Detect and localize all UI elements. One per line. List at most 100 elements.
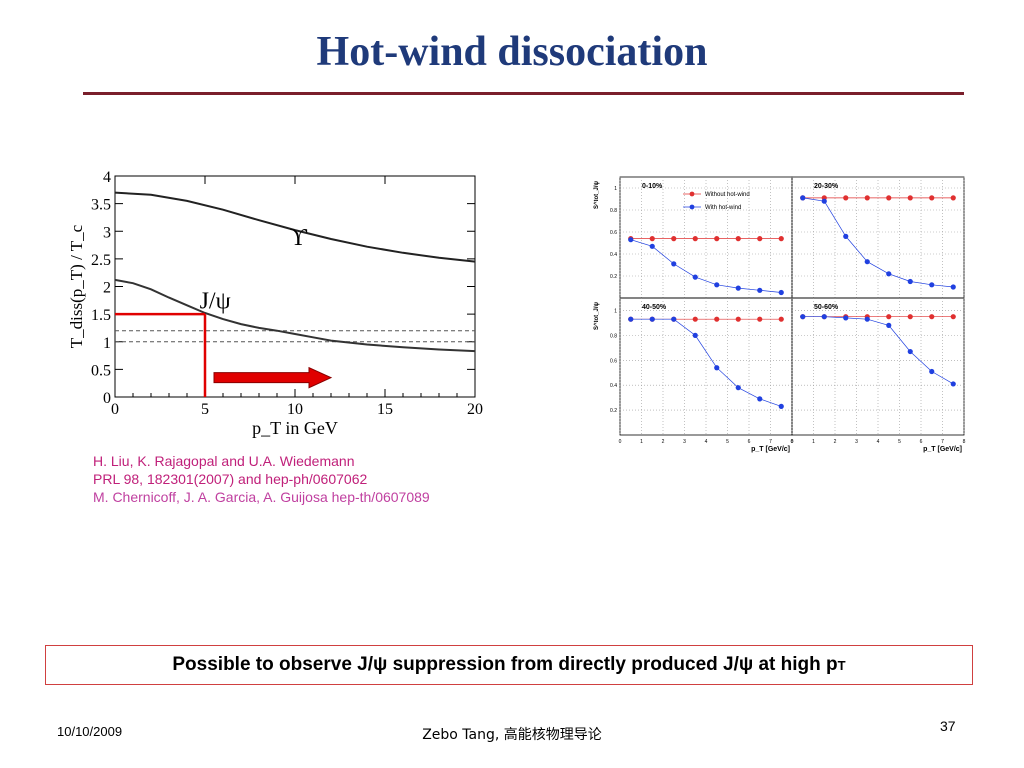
legend-marker	[689, 204, 695, 210]
y-tick-label: 1.5	[91, 307, 111, 324]
data-point-with-hot-wind	[778, 403, 784, 409]
data-point-without-hot-wind	[735, 236, 741, 242]
data-point-with-hot-wind	[649, 316, 655, 322]
data-point-without-hot-wind	[843, 195, 849, 201]
data-point-without-hot-wind	[950, 314, 956, 320]
y-tick-label: 0.6	[610, 230, 617, 236]
legend-marker	[689, 191, 695, 197]
data-point-with-hot-wind	[778, 289, 784, 296]
x-tick-label: 4	[877, 439, 880, 445]
data-point-with-hot-wind	[821, 198, 827, 204]
data-point-without-hot-wind	[907, 195, 913, 201]
x-tick-label: 5	[898, 439, 901, 445]
y-axis-label: S^tot_J/ψ	[594, 181, 600, 210]
data-point-without-hot-wind	[692, 316, 698, 322]
data-point-with-hot-wind	[929, 368, 935, 375]
chart-background	[598, 172, 968, 456]
y-tick-label: 0.2	[610, 274, 617, 280]
data-point-with-hot-wind	[649, 243, 655, 249]
data-point-with-hot-wind	[692, 274, 698, 280]
y-tick-label: 0.8	[610, 208, 617, 214]
data-point-without-hot-wind	[757, 316, 763, 322]
data-point-without-hot-wind	[692, 236, 698, 242]
footer-author: Zebo Tang, 高能核物理导论	[422, 727, 602, 743]
x-tick-label: 3	[855, 439, 858, 445]
legend-label: Without hot-wind	[705, 192, 750, 198]
data-point-with-hot-wind	[843, 233, 849, 239]
data-point-with-hot-wind	[628, 237, 634, 243]
panel-frame	[791, 297, 965, 436]
data-point-with-hot-wind	[929, 282, 935, 288]
data-point-without-hot-wind	[929, 195, 935, 201]
series-line-with-hot-wind	[802, 197, 954, 288]
data-point-without-hot-wind	[843, 314, 849, 320]
data-point-with-hot-wind	[864, 259, 870, 265]
data-point-without-hot-wind	[628, 316, 634, 322]
data-point-without-hot-wind	[800, 314, 806, 320]
conclusion-box: Possible to observe J/ψ suppression from…	[45, 645, 973, 685]
series-line-jpsi	[114, 278, 476, 353]
x-tick-label: 7	[769, 439, 772, 445]
data-point-with-hot-wind	[735, 385, 741, 391]
footer-date: 10/10/2009	[57, 724, 123, 739]
conclusion-subscript: T	[837, 657, 846, 673]
data-point-without-hot-wind	[778, 316, 784, 322]
x-tick-label: 0	[111, 401, 119, 418]
panel-frame	[619, 297, 793, 436]
data-point-without-hot-wind	[864, 314, 870, 320]
y-axis-label: S^tot_J/ψ	[594, 302, 600, 331]
panel-label: 20-30%	[814, 183, 839, 190]
y-tick-label: 0	[103, 390, 111, 407]
data-point-without-hot-wind	[714, 316, 720, 322]
data-point-with-hot-wind	[843, 315, 849, 321]
x-tick-label: 3	[683, 439, 686, 445]
data-point-with-hot-wind	[800, 195, 806, 201]
panel-label: 50-60%	[814, 304, 839, 311]
x-tick-label: 0	[791, 439, 794, 445]
x-tick-label: 7	[941, 439, 944, 445]
data-point-without-hot-wind	[714, 236, 720, 242]
data-point-with-hot-wind	[735, 285, 741, 291]
data-point-with-hot-wind	[907, 278, 913, 285]
panel-label: 0-10%	[642, 183, 663, 190]
data-point-with-hot-wind	[757, 287, 763, 293]
data-point-with-hot-wind	[714, 282, 720, 288]
data-point-without-hot-wind	[950, 195, 956, 201]
x-axis-label: p_T [GeV/c]	[923, 446, 962, 453]
panel-frame	[791, 176, 965, 299]
series-line-with-hot-wind	[802, 316, 954, 385]
data-point-with-hot-wind	[800, 314, 806, 320]
data-point-without-hot-wind	[649, 316, 655, 322]
data-point-without-hot-wind	[735, 316, 741, 322]
references: H. Liu, K. Rajagopal and U.A. Wiedemann …	[93, 452, 430, 506]
data-point-without-hot-wind	[821, 195, 827, 201]
y-tick-label: 1	[614, 308, 617, 314]
x-tick-label: 5	[726, 439, 729, 445]
y-tick-label: 0.4	[610, 252, 617, 258]
y-tick-label: 0.5	[91, 362, 111, 379]
y-axis-label: T_diss(p_T) / T_c	[67, 224, 86, 348]
data-point-with-hot-wind	[950, 284, 956, 290]
x-tick-label: 2	[662, 439, 665, 445]
panel-frame	[619, 176, 793, 299]
data-point-without-hot-wind	[821, 314, 827, 320]
x-axis-label: p_T in GeV	[252, 418, 338, 438]
x-tick-label: 5	[201, 401, 209, 418]
series-label-upsilon: ϒ	[290, 225, 308, 251]
data-point-without-hot-wind	[671, 236, 677, 242]
y-tick-label: 0.2	[610, 408, 617, 414]
x-tick-label: 8	[791, 439, 794, 445]
data-point-without-hot-wind	[628, 236, 634, 242]
x-tick-label: 20	[467, 401, 483, 418]
page-number: 37	[940, 718, 956, 734]
data-point-with-hot-wind	[628, 316, 634, 322]
data-point-without-hot-wind	[671, 316, 677, 322]
series-label-jpsi: J/ψ	[200, 289, 231, 315]
y-tick-label: 1	[103, 335, 111, 352]
y-tick-label: 0.6	[610, 358, 617, 364]
y-tick-label: 1	[614, 186, 617, 192]
data-point-with-hot-wind	[671, 316, 677, 322]
data-point-with-hot-wind	[907, 348, 913, 355]
plot-frame	[114, 175, 476, 398]
data-point-with-hot-wind	[864, 316, 870, 322]
